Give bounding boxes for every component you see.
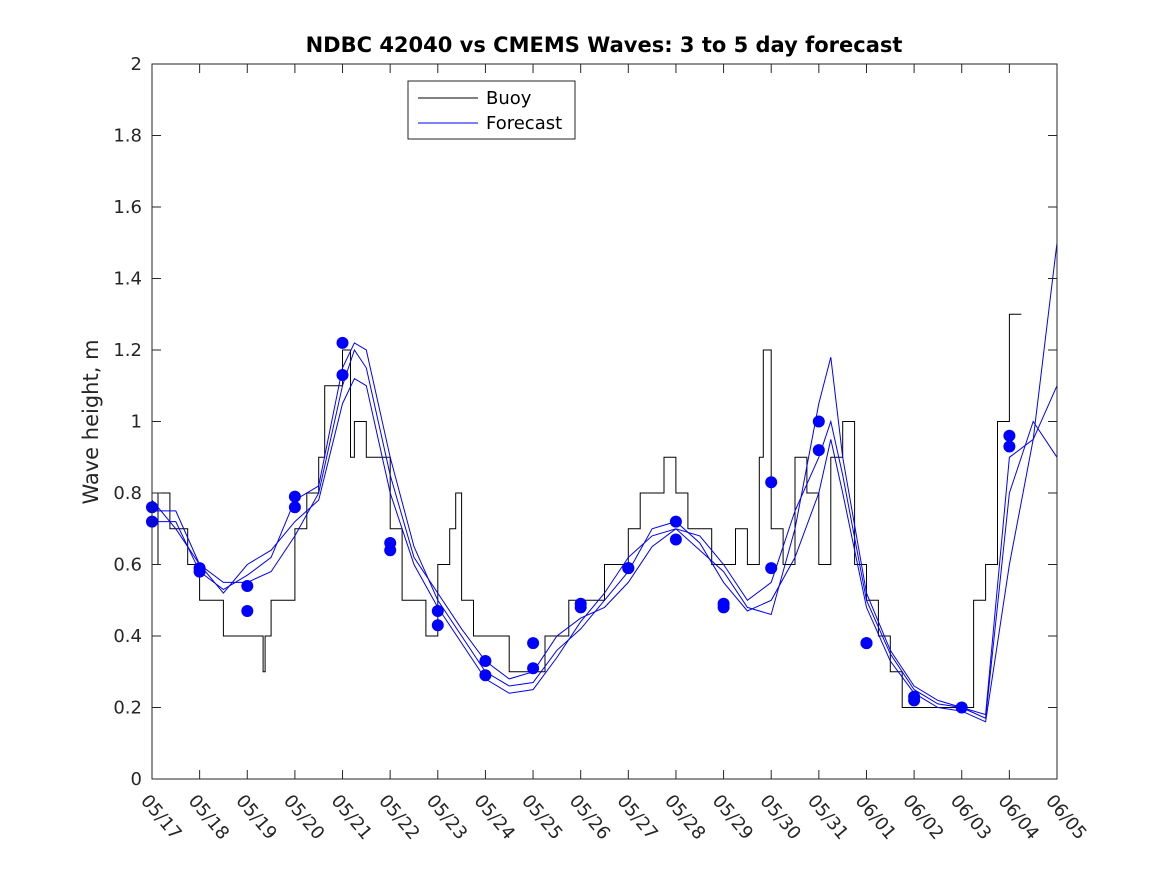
- forecast-marker: [479, 669, 492, 682]
- axes: 00.20.40.60.811.21.41.61.8205/1705/1805/…: [113, 54, 1090, 844]
- forecast-marker: [336, 336, 349, 349]
- forecast-marker: [336, 369, 349, 381]
- x-tick-label: 06/03: [946, 791, 995, 844]
- forecast-marker: [622, 562, 635, 575]
- x-tick-label: 05/21: [327, 791, 376, 844]
- y-tick-label: 1: [131, 412, 142, 433]
- forecast-marker: [479, 655, 492, 667]
- forecast-marker: [431, 605, 444, 617]
- x-tick-label: 05/19: [231, 791, 280, 844]
- forecast-marker: [765, 562, 778, 575]
- legend-label-forecast: Forecast: [486, 113, 562, 134]
- forecast-marker: [812, 415, 825, 428]
- y-tick-label: 1.8: [113, 126, 142, 147]
- forecast-marker: [384, 544, 397, 557]
- legend: Buoy Forecast: [407, 80, 576, 140]
- series-line-forecast-2: [152, 242, 1058, 723]
- x-tick-label: 05/24: [470, 791, 519, 844]
- x-tick-label: 05/18: [184, 791, 233, 844]
- forecast-marker: [669, 533, 682, 546]
- y-axis-label: Wave height, m: [79, 339, 103, 504]
- forecast-marker: [669, 515, 682, 528]
- series-line-forecast-1: [152, 348, 1058, 716]
- x-tick-label: 06/01: [851, 791, 900, 844]
- y-tick-label: 1.6: [113, 197, 142, 218]
- x-tick-label: 05/22: [374, 791, 423, 844]
- forecast-marker: [765, 476, 778, 489]
- forecast-marker: [241, 580, 254, 592]
- x-tick-label: 05/30: [755, 791, 804, 844]
- x-tick-label: 05/23: [422, 791, 471, 844]
- x-tick-label: 06/04: [994, 791, 1043, 844]
- forecast-marker: [908, 694, 921, 707]
- forecast-marker: [241, 605, 254, 617]
- forecast-marker: [431, 619, 444, 632]
- series-line-buoy: [152, 313, 1022, 708]
- forecast-marker: [288, 490, 301, 503]
- y-tick-label: 1.4: [113, 269, 142, 290]
- y-tick-label: 0.2: [113, 698, 142, 719]
- forecast-marker: [1003, 440, 1016, 453]
- x-tick-label: 05/31: [803, 791, 852, 844]
- forecast-marker: [717, 601, 730, 614]
- x-tick-label: 05/27: [612, 791, 661, 844]
- y-tick-label: 0: [131, 769, 142, 790]
- forecast-marker: [860, 637, 873, 650]
- forecast-marker: [955, 701, 968, 714]
- y-tick-label: 1.2: [113, 340, 142, 361]
- series-line-forecast-3: [151, 357, 1058, 719]
- forecast-marker: [812, 444, 825, 457]
- forecast-marker: [288, 501, 301, 514]
- forecast-marker: [574, 601, 587, 614]
- forecast-marker: [193, 565, 206, 578]
- forecast-marker: [527, 637, 540, 650]
- y-tick-label: 0.6: [113, 555, 142, 576]
- legend-box: [407, 80, 576, 140]
- x-tick-label: 05/26: [565, 791, 614, 844]
- y-tick-label: 2: [131, 54, 142, 75]
- x-tick-label: 06/02: [898, 791, 947, 844]
- plot-area: [146, 242, 1058, 723]
- x-tick-label: 05/25: [517, 791, 566, 844]
- x-tick-label: 05/17: [136, 791, 185, 844]
- x-tick-label: 05/20: [279, 791, 328, 844]
- x-tick-label: 05/28: [660, 791, 709, 844]
- plot-frame: [151, 63, 1058, 780]
- forecast-marker: [1003, 429, 1016, 442]
- y-tick-label: 0.4: [113, 626, 142, 647]
- x-tick-label: 06/05: [1041, 791, 1090, 844]
- chart-title: NDBC 42040 vs CMEMS Waves: 3 to 5 day fo…: [306, 33, 903, 57]
- legend-label-buoy: Buoy: [486, 88, 532, 109]
- y-tick-label: 0.8: [113, 483, 142, 504]
- x-tick-label: 05/29: [708, 791, 757, 844]
- forecast-marker: [527, 662, 540, 675]
